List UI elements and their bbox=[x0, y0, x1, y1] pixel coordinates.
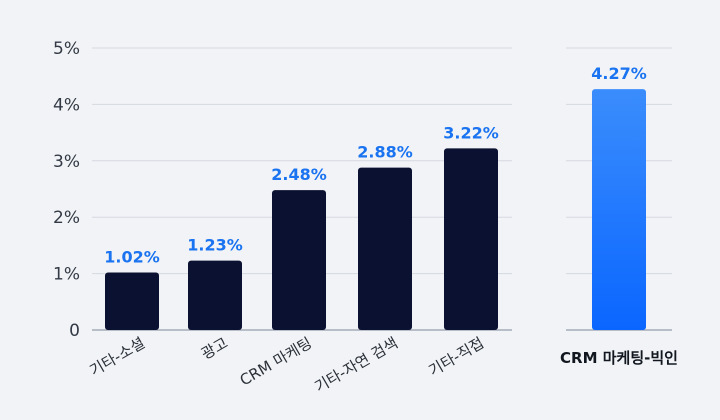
bar bbox=[272, 190, 326, 330]
data-label: 1.23% bbox=[187, 236, 243, 255]
y-tick-label: 3% bbox=[53, 152, 80, 172]
category-label: CRM 마케팅 bbox=[237, 334, 315, 390]
data-label: 2.88% bbox=[357, 143, 413, 162]
highlight-bar bbox=[592, 89, 646, 330]
category-label: 기타-소셜 bbox=[86, 334, 148, 380]
bars bbox=[105, 89, 646, 330]
data-label: 3.22% bbox=[443, 123, 499, 142]
highlight-category-label: CRM 마케팅-빅인 bbox=[560, 349, 678, 367]
y-tick-label: 5% bbox=[53, 39, 80, 59]
y-tick-label: 1% bbox=[53, 265, 80, 285]
bar bbox=[105, 272, 159, 330]
data-labels: 1.02% 1.23% 2.48% 2.88% 3.22% 4.27% bbox=[104, 64, 647, 266]
y-axis-ticks: 0 1% 2% 3% 4% 5% bbox=[53, 39, 80, 341]
bar bbox=[358, 167, 412, 330]
category-label: 기타-자연 검색 bbox=[311, 334, 401, 396]
y-tick-label: 4% bbox=[53, 95, 80, 115]
y-tick-label: 0 bbox=[69, 321, 80, 341]
bar bbox=[188, 260, 242, 330]
data-label: 1.02% bbox=[104, 247, 160, 266]
data-label: 2.48% bbox=[271, 165, 327, 184]
category-label: 광고 bbox=[198, 334, 231, 363]
highlight-data-label: 4.27% bbox=[591, 64, 647, 83]
y-tick-label: 2% bbox=[53, 208, 80, 228]
bar bbox=[444, 148, 498, 330]
category-label: 기타-직접 bbox=[425, 334, 487, 380]
